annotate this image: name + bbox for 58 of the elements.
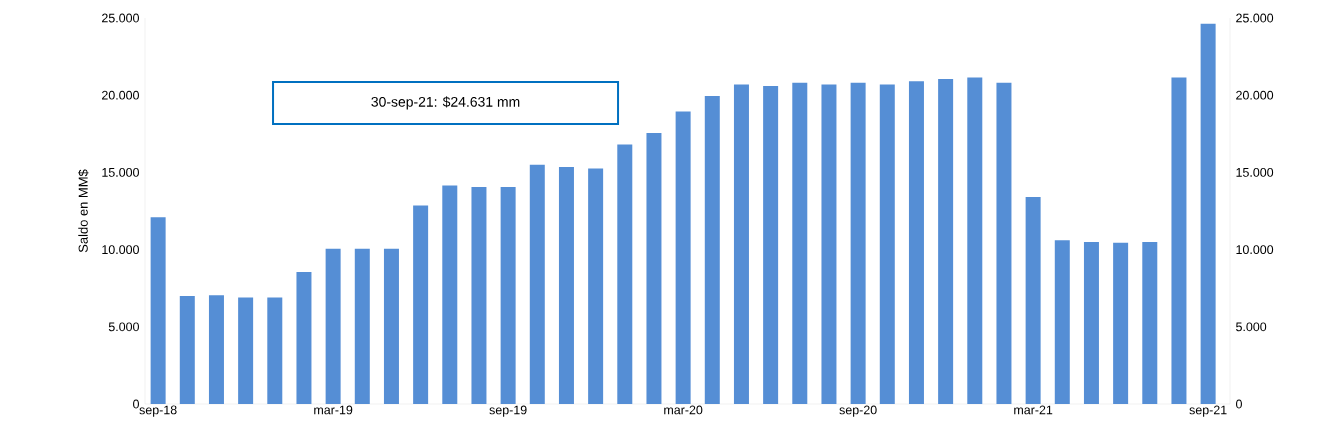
bar bbox=[1171, 77, 1187, 404]
y2-tick-label: 10.000 bbox=[1236, 245, 1274, 255]
bar bbox=[1025, 197, 1041, 404]
bar bbox=[179, 295, 195, 404]
bar bbox=[763, 85, 779, 404]
y-axis-title: Saldo en MM$ bbox=[78, 169, 89, 253]
bar bbox=[442, 185, 458, 404]
y2-tick-label: 25.000 bbox=[1236, 13, 1274, 23]
bar bbox=[617, 144, 633, 404]
bar bbox=[967, 77, 983, 404]
y2-tick-label: 15.000 bbox=[1236, 168, 1274, 177]
bar bbox=[792, 82, 808, 404]
x-tick-label: sep-18 bbox=[139, 405, 177, 417]
y-tick-label: 0 bbox=[133, 399, 139, 409]
bar bbox=[529, 164, 545, 404]
bar bbox=[150, 217, 166, 404]
bar bbox=[1054, 240, 1070, 404]
bar bbox=[500, 187, 516, 404]
bar bbox=[325, 248, 341, 404]
y-tick-label: 10.000 bbox=[102, 245, 139, 255]
y-tick-label: 25.000 bbox=[102, 13, 139, 23]
y-tick-label: 15.000 bbox=[102, 168, 139, 177]
bar bbox=[354, 248, 370, 404]
bar bbox=[879, 84, 895, 404]
bar bbox=[1113, 242, 1129, 404]
x-tick-label: mar-19 bbox=[314, 405, 353, 415]
bar bbox=[908, 81, 924, 404]
bar bbox=[704, 95, 720, 404]
bar bbox=[646, 133, 662, 404]
bar bbox=[996, 82, 1012, 404]
x-tick-label: sep-19 bbox=[489, 405, 527, 417]
x-tick-label: sep-21 bbox=[1189, 405, 1227, 417]
bar bbox=[558, 166, 574, 404]
x-tick-label: mar-20 bbox=[664, 405, 703, 415]
annotation: 30-sep-21: $24.631 mm bbox=[371, 96, 520, 110]
bar bbox=[850, 82, 866, 404]
bar bbox=[675, 111, 691, 404]
bar bbox=[267, 297, 283, 404]
y2-tick-label: 20.000 bbox=[1236, 90, 1274, 100]
bar bbox=[1083, 241, 1099, 404]
bar bbox=[1200, 23, 1216, 404]
bar bbox=[208, 295, 224, 404]
bar bbox=[938, 78, 954, 404]
bar bbox=[383, 248, 399, 404]
bar bbox=[1142, 241, 1158, 404]
x-tick-label: mar-21 bbox=[1014, 405, 1053, 415]
bar bbox=[588, 168, 604, 404]
bar bbox=[733, 84, 749, 404]
y-tick-label: 5.000 bbox=[108, 322, 139, 332]
y2-tick-label: 5.000 bbox=[1236, 322, 1267, 332]
y2-tick-label: 0 bbox=[1236, 399, 1242, 409]
bar bbox=[821, 84, 837, 404]
x-tick-label: sep-20 bbox=[839, 405, 877, 417]
bar bbox=[413, 205, 429, 404]
y-tick-label: 20.000 bbox=[102, 90, 139, 100]
bar bbox=[238, 297, 254, 404]
bar bbox=[471, 187, 487, 404]
bar bbox=[296, 271, 312, 404]
